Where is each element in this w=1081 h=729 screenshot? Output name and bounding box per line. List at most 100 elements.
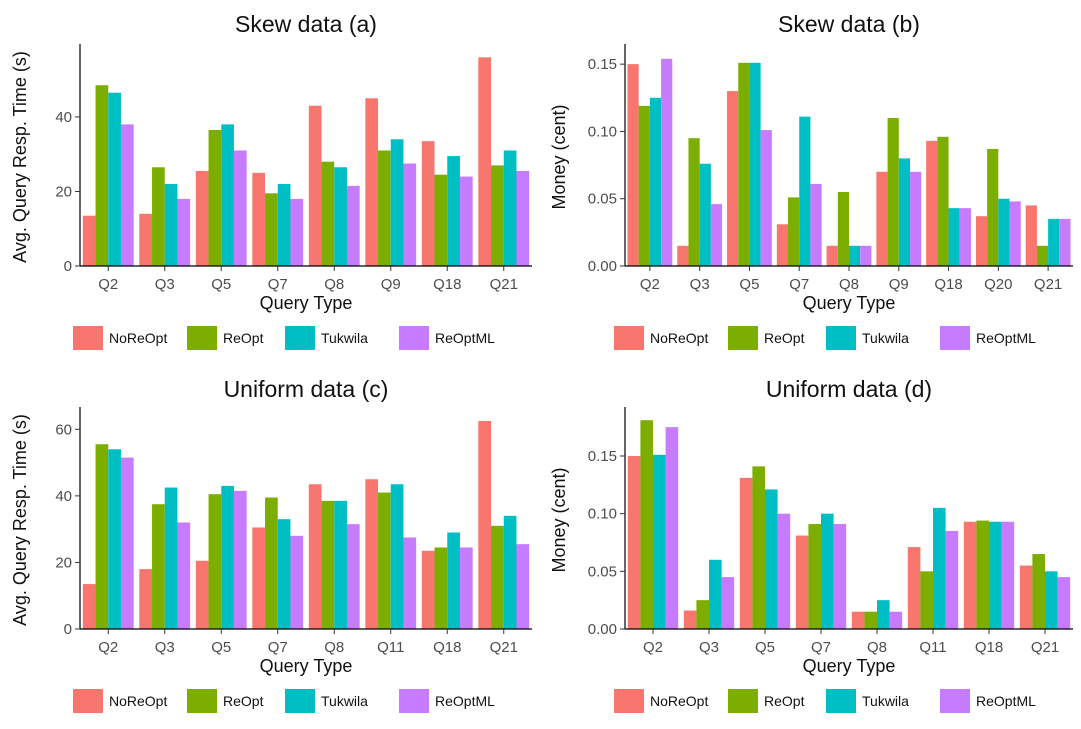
bar-b-tukwila-q21 [1048,218,1060,266]
bar-a-reopt-q7 [265,193,278,266]
x-tick-label-d-q3: Q3 [699,639,719,656]
x-tick-label-c-q2: Q2 [98,639,118,656]
bar-b-tukwila-q2 [649,97,662,266]
bar-c-noreopt-q3 [139,569,153,629]
bar-c-reoptml-q7 [290,535,304,629]
x-tick-label-d-q5: Q5 [755,639,775,656]
bar-c-reoptml-q2 [120,457,134,629]
legend-label-d-tukwila: Tukwila [862,693,909,709]
legend-swatch-b-tukwila [826,326,856,350]
chart-title-d: Uniform data (d) [766,376,932,402]
x-axis-label-d: Query Type [803,656,896,676]
x-axis-label-b: Query Type [803,293,896,313]
y-axis-label-a: Avg. Query Resp. Time (s) [10,51,30,263]
bar-b-reopt-q8 [837,191,849,266]
bar-b-reopt-q20 [987,148,999,266]
bar-c-noreopt-q2 [82,584,96,629]
x-tick-label-a-q2: Q2 [98,276,118,293]
bar-d-noreopt-q2 [627,455,641,629]
bar-d-tukwila-q18 [989,521,1002,629]
x-tick-label-a-q9: Q9 [381,276,401,293]
y-tick-label-b-3: 0.15 [588,56,617,73]
bar-b-tukwila-q3 [699,163,711,266]
bar-a-reoptml-q2 [120,124,134,266]
y-tick-label-d-1: 0.05 [588,563,617,580]
bar-a-tukwila-q2 [108,92,121,266]
bar-c-reoptml-q8 [346,524,360,629]
chart-panel-c: Uniform data (c) 0 20 40 60 Q2 Q3 Q5 Q7 Q8 Q11 Q18 Q… [0,365,540,729]
bar-b-noreopt-q2 [627,64,639,267]
bar-a-reopt-q18 [434,174,448,266]
legend-swatch-a-tukwila [285,326,315,350]
y-tick-label-a-1: 20 [55,183,72,200]
legend-swatch-b-reoptml [940,326,970,350]
bar-a-noreopt-q2 [82,215,96,266]
bar-b-noreopt-q21 [1025,205,1037,266]
bar-b-tukwila-q9 [898,158,910,266]
bar-b-noreopt-q7 [776,224,789,266]
y-axis-label-b: Money (cent) [549,104,569,209]
legend-swatch-c-reoptml [399,689,429,713]
bar-b-noreopt-q8 [826,245,838,266]
bar-c-tukwila-q5 [221,485,234,629]
bar-c-tukwila-q3 [164,487,178,629]
legend-label-a-noreopt: NoReOpt [109,330,167,346]
x-tick-label-b-q20: Q20 [984,276,1012,293]
bar-b-tukwila-q7 [799,116,811,266]
bar-d-reoptml-q18 [1001,521,1015,629]
legend-swatch-c-noreopt [73,689,103,713]
x-tick-label-b-q9: Q9 [889,276,909,293]
y-axis-label-c: Avg. Query Resp. Time (s) [10,414,30,626]
y-axis-label-d: Money (cent) [549,467,569,572]
bar-c-tukwila-q2 [108,449,121,629]
y-tick-label-a-0: 0 [64,258,72,275]
bar-b-noreopt-q20 [975,216,988,266]
bar-c-reopt-q8 [321,500,335,629]
chart-title-b: Skew data (b) [778,11,920,37]
legend-swatch-c-tukwila [285,689,315,713]
bar-d-reoptml-q21 [1057,577,1071,629]
bar-d-tukwila-q3 [709,559,722,629]
x-axis-label-a: Query Type [260,293,353,313]
bar-c-reoptml-q18 [459,547,473,629]
bar-d-reopt-q7 [808,524,821,629]
x-tick-label-a-q21: Q21 [490,276,518,293]
legend-label-d-noreopt: NoReOpt [650,693,708,709]
x-tick-label-a-q7: Q7 [268,276,288,293]
bar-b-reoptml-q8 [860,245,872,266]
legend-swatch-d-tukwila [826,689,856,713]
legend-swatch-a-noreopt [73,326,103,350]
x-tick-label-c-q3: Q3 [155,639,175,656]
x-tick-label-a-q18: Q18 [433,276,461,293]
bar-c-noreopt-q7 [252,527,266,629]
bar-d-noreopt-q8 [851,611,865,629]
x-tick-label-b-q3: Q3 [690,276,710,293]
bar-a-noreopt-q8 [308,105,322,266]
x-tick-label-a-q5: Q5 [211,276,231,293]
bar-d-reoptml-q2 [665,427,679,629]
bar-d-reoptml-q8 [889,611,903,629]
bar-a-noreopt-q5 [195,170,209,266]
bar-d-tukwila-q2 [653,454,666,629]
x-tick-label-b-q7: Q7 [789,276,809,293]
x-tick-label-c-q8: Q8 [324,639,344,656]
bar-a-reoptml-q7 [290,198,304,266]
bar-b-reopt-q7 [788,197,800,266]
bar-b-tukwila-q18 [948,208,960,266]
bar-c-reopt-q5 [208,494,222,629]
chart-svg-a: Skew data (a) 0 20 40 Q2 Q3 Q5 Q7 Q8 Q9 Q18 Q21 Quer… [10,11,532,350]
x-tick-label-d-q2: Q2 [643,639,663,656]
bar-a-reoptml-q21 [516,170,530,266]
bar-c-reopt-q18 [434,547,448,629]
bar-b-tukwila-q20 [998,198,1010,266]
bar-c-tukwila-q7 [277,519,291,629]
bar-d-reopt-q18 [976,520,989,629]
bar-c-reopt-q21 [491,525,504,629]
bar-b-reopt-q2 [638,105,650,266]
bar-d-tukwila-q7 [821,513,834,629]
y-tick-label-d-2: 0.10 [588,506,617,523]
bar-d-reoptml-q7 [833,524,847,629]
chart-title-c: Uniform data (c) [224,376,389,402]
x-tick-label-c-q5: Q5 [211,639,231,656]
x-tick-label-d-q18: Q18 [975,639,1003,656]
